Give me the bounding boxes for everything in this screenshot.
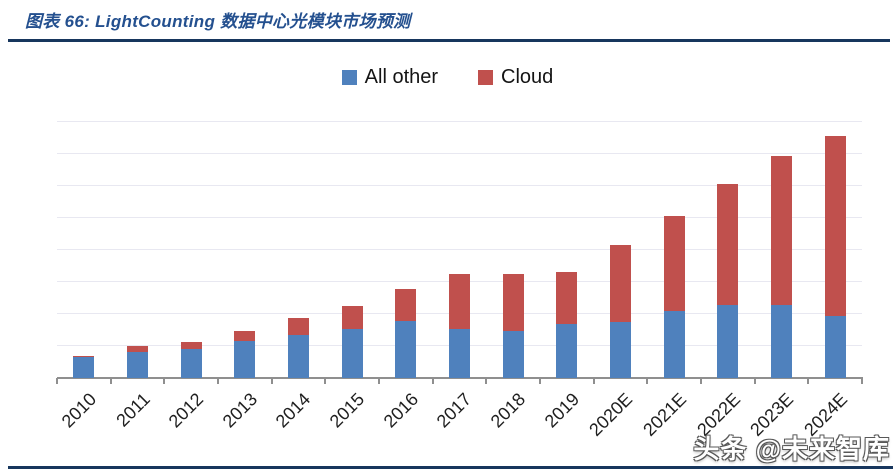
- x-axis-tick: [700, 378, 702, 384]
- x-axis-tick: [56, 378, 58, 384]
- legend-label-all-other: All other: [364, 65, 439, 88]
- bar-2019-cloud: [556, 272, 578, 324]
- x-axis-tick: [217, 378, 219, 384]
- bar-2014-cloud: [288, 318, 309, 335]
- gridline: [57, 217, 862, 218]
- x-axis-tick: [753, 378, 756, 384]
- x-tick-label-2013: 2013: [218, 389, 261, 432]
- x-axis-tick: [807, 378, 810, 384]
- x-tick-label-2019: 2019: [540, 389, 583, 432]
- x-tick-label-2010: 2010: [57, 389, 100, 432]
- bar-2012-cloud: [180, 342, 202, 349]
- gridline: [57, 121, 862, 122]
- x-tick-label-2018: 2018: [486, 389, 530, 432]
- gridline: [57, 249, 862, 250]
- x-axis-tick: [270, 378, 273, 384]
- bar-2018-all-other: [502, 331, 524, 378]
- bar-2021E-cloud: [663, 216, 685, 311]
- x-axis-tick: [485, 378, 488, 384]
- bar-2016-all-other: [395, 321, 417, 378]
- bar-2020E-all-other: [610, 322, 631, 378]
- x-tick-label-2017: 2017: [433, 389, 476, 432]
- bar-2018-cloud: [502, 274, 524, 331]
- x-axis-tick: [646, 378, 649, 384]
- x-tick-label-2015: 2015: [325, 389, 369, 432]
- bar-2010-cloud: [73, 356, 95, 357]
- chart-legend: All other Cloud: [0, 63, 895, 91]
- bar-2011-all-other: [127, 352, 148, 378]
- x-axis-line: [57, 377, 863, 379]
- x-axis-tick: [592, 378, 595, 384]
- bar-2020E-cloud: [610, 245, 631, 322]
- x-tick-label-2014: 2014: [272, 389, 315, 432]
- bar-2014-all-other: [288, 335, 309, 378]
- bar-2023E-cloud: [771, 156, 792, 305]
- bar-2024E-all-other: [824, 316, 846, 378]
- x-axis-tick: [861, 378, 863, 384]
- bar-2016-cloud: [395, 289, 417, 321]
- watermark: 头条 @未来智库: [693, 434, 890, 464]
- bar-2023E-all-other: [771, 305, 792, 378]
- figure-title: 图表 66: LightCounting 数据中心光模块市场预测: [25, 12, 411, 31]
- x-axis-tick: [163, 378, 166, 384]
- x-tick-label-2011: 2011: [112, 389, 154, 431]
- plot-area: [56, 96, 863, 384]
- top-divider-line: [8, 39, 890, 42]
- x-tick-label-2016: 2016: [379, 389, 422, 432]
- x-axis-tick: [431, 378, 434, 384]
- x-axis-tick: [324, 378, 327, 384]
- bar-2017-all-other: [449, 329, 470, 378]
- bar-2017-cloud: [449, 274, 470, 329]
- bar-2022E-cloud: [717, 184, 739, 305]
- x-axis-tick: [539, 378, 541, 384]
- bar-2019-all-other: [556, 324, 578, 378]
- bar-2011-cloud: [127, 346, 148, 352]
- bar-2021E-all-other: [663, 311, 685, 378]
- x-axis-tick: [109, 378, 112, 384]
- legend-label-cloud: Cloud: [501, 65, 554, 88]
- x-tick-label-2020E: 2020E: [585, 389, 637, 440]
- bottom-divider-line: [8, 466, 893, 469]
- bar-2015-all-other: [341, 329, 363, 378]
- bar-2022E-all-other: [717, 305, 739, 378]
- bar-2010-all-other: [73, 357, 95, 378]
- bar-2013-cloud: [234, 331, 256, 341]
- x-axis-tick: [378, 378, 380, 384]
- legend-swatch-cloud-icon: [478, 69, 494, 85]
- gridline: [57, 153, 862, 154]
- x-tick-label-2021E: 2021E: [639, 389, 691, 440]
- legend-item-all-other: All other: [341, 65, 439, 89]
- bar-2015-cloud: [341, 306, 363, 329]
- bar-2013-all-other: [234, 341, 256, 378]
- x-tick-label-2012: 2012: [164, 389, 208, 432]
- bar-2012-all-other: [180, 349, 202, 378]
- bar-2024E-cloud: [824, 136, 846, 316]
- gridline: [57, 185, 862, 186]
- legend-swatch-all-other-icon: [341, 69, 357, 85]
- legend-item-cloud: Cloud: [478, 66, 553, 89]
